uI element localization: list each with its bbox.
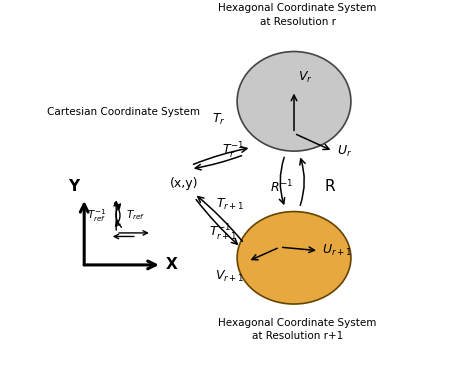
Text: (x,y): (x,y) bbox=[169, 177, 197, 189]
Text: $T_{r+1}$: $T_{r+1}$ bbox=[215, 197, 244, 212]
Text: $R^{-1}$: $R^{-1}$ bbox=[269, 178, 293, 195]
Text: $U_{r+1}$: $U_{r+1}$ bbox=[322, 243, 352, 258]
Text: $T_{ref}^{-1}$: $T_{ref}^{-1}$ bbox=[87, 207, 106, 223]
Text: Hexagonal Coordinate System
at Resolution r+1: Hexagonal Coordinate System at Resolutio… bbox=[218, 318, 376, 341]
Text: $V_r$: $V_r$ bbox=[297, 70, 312, 85]
Text: $V_{r+1}$: $V_{r+1}$ bbox=[214, 269, 244, 283]
Text: Y: Y bbox=[68, 179, 79, 194]
Text: $T_r^{-1}$: $T_r^{-1}$ bbox=[222, 141, 244, 161]
Ellipse shape bbox=[236, 211, 350, 304]
Text: $T_r$: $T_r$ bbox=[212, 112, 226, 127]
Text: $T_{ref}$: $T_{ref}$ bbox=[126, 208, 145, 222]
Text: X: X bbox=[166, 257, 177, 272]
Text: $T_{r+1}^{-1}$: $T_{r+1}^{-1}$ bbox=[208, 223, 237, 243]
Ellipse shape bbox=[236, 51, 350, 151]
Text: R: R bbox=[324, 179, 334, 194]
Text: Cartesian Coordinate System: Cartesian Coordinate System bbox=[47, 107, 199, 117]
Text: $U_r$: $U_r$ bbox=[336, 144, 351, 159]
Text: Hexagonal Coordinate System
at Resolution r: Hexagonal Coordinate System at Resolutio… bbox=[218, 3, 376, 26]
